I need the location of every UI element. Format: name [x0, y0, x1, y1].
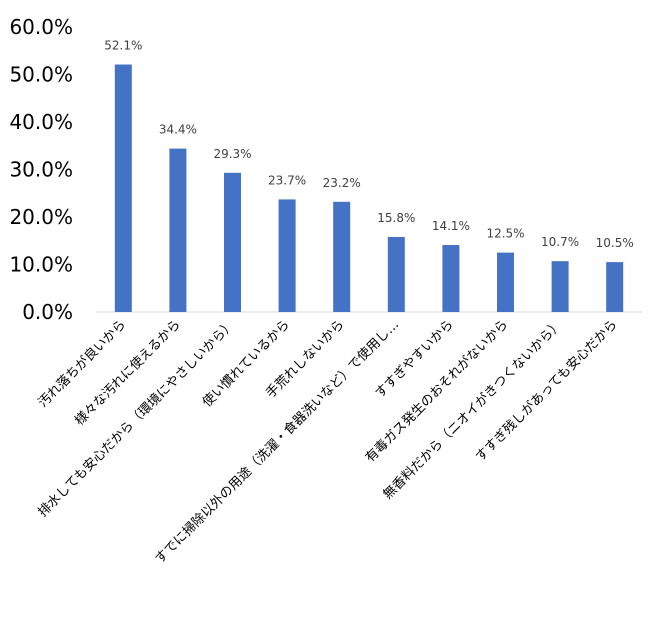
y-tick-label: 50.0%: [9, 63, 73, 87]
bar: [333, 201, 351, 312]
y-tick-label: 20.0%: [9, 205, 73, 229]
y-tick-label: 30.0%: [9, 158, 73, 182]
bar: [169, 148, 187, 312]
bar: [497, 252, 514, 312]
x-tick-label: 様々な汚れに使えるから: [72, 317, 184, 429]
data-label: 15.8%: [377, 211, 415, 225]
y-tick-label: 40.0%: [9, 110, 73, 134]
bar: [606, 262, 624, 312]
data-label: 14.1%: [432, 219, 470, 233]
y-axis-ticks: 0.0% 10.0% 20.0% 30.0% 40.0% 50.0% 60.0%: [9, 15, 73, 324]
bar: [442, 245, 460, 312]
data-label: 34.4%: [159, 123, 197, 137]
x-tick-label: 排水しても安心だから（環境にやさしいから）: [35, 317, 238, 520]
data-label: 10.7%: [541, 235, 579, 249]
bars: [114, 64, 624, 313]
data-label: 52.1%: [104, 39, 142, 53]
data-label: 12.5%: [486, 227, 524, 241]
data-label: 23.2%: [323, 176, 361, 190]
bar: [114, 64, 132, 313]
x-tick-label: すでに掃除以外の用途（洗濯・食器洗いなど）で使用し…: [152, 317, 402, 567]
y-tick-label: 10.0%: [9, 253, 73, 277]
data-labels: 52.1% 34.4% 29.3% 23.7% 23.2% 15.8% 14.1% 12.5%…: [104, 39, 634, 251]
data-label: 10.5%: [596, 236, 634, 250]
y-tick-label: 60.0%: [9, 15, 73, 39]
bar: [224, 172, 241, 312]
data-label: 23.7%: [268, 173, 306, 187]
y-tick-label: 0.0%: [22, 300, 73, 324]
bar: [387, 236, 405, 312]
data-label: 29.3%: [213, 147, 251, 161]
x-axis-labels: 汚れ落ちが良いから様々な汚れに使えるから排水しても安心だから（環境にやさしいから…: [35, 317, 620, 567]
bar: [551, 261, 569, 312]
bar: [278, 199, 296, 312]
